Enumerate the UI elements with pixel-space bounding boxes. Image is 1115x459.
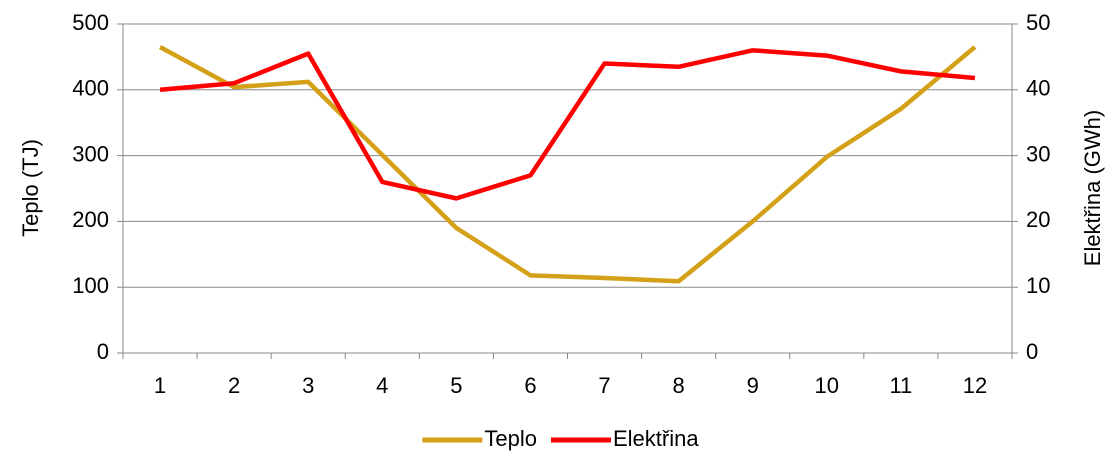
x-tick-label: 2 xyxy=(228,373,240,398)
legend-item: Elektřina xyxy=(551,426,699,451)
x-tick-label: 12 xyxy=(963,373,987,398)
legend-item: Teplo xyxy=(422,426,537,451)
x-tick-label: 4 xyxy=(376,373,388,398)
y-tick-label: 0 xyxy=(97,339,109,364)
x-tick-label: 10 xyxy=(815,373,839,398)
series-line xyxy=(158,45,977,284)
x-tick-label: 9 xyxy=(747,373,759,398)
x-tick-label: 1 xyxy=(154,373,166,398)
y2-tick-label: 30 xyxy=(1026,141,1050,166)
y2-tick-label: 0 xyxy=(1026,339,1038,364)
y-tick-label: 500 xyxy=(72,10,109,35)
y-tick-label: 400 xyxy=(72,76,109,101)
x-tick-label: 7 xyxy=(598,373,610,398)
y-tick-label: 100 xyxy=(72,273,109,298)
y-tick-label: 300 xyxy=(72,141,109,166)
x-tick-label: 8 xyxy=(673,373,685,398)
x-tick-label: 6 xyxy=(524,373,536,398)
y-tick-label: 200 xyxy=(72,207,109,232)
y2-tick-label: 10 xyxy=(1026,273,1050,298)
y2-tick-label: 50 xyxy=(1026,10,1050,35)
y2-axis-label: Elektřina (GWh) xyxy=(1080,110,1105,266)
legend-label: Elektřina xyxy=(613,426,699,451)
x-tick-label: 3 xyxy=(302,373,314,398)
x-tick-label: 11 xyxy=(889,373,912,398)
x-tick-label: 5 xyxy=(450,373,462,398)
y2-tick-label: 20 xyxy=(1026,207,1050,232)
legend-label: Teplo xyxy=(484,426,537,451)
y-axis-label: Teplo (TJ) xyxy=(18,139,43,237)
series-line xyxy=(159,48,976,201)
y2-tick-label: 40 xyxy=(1026,76,1050,101)
